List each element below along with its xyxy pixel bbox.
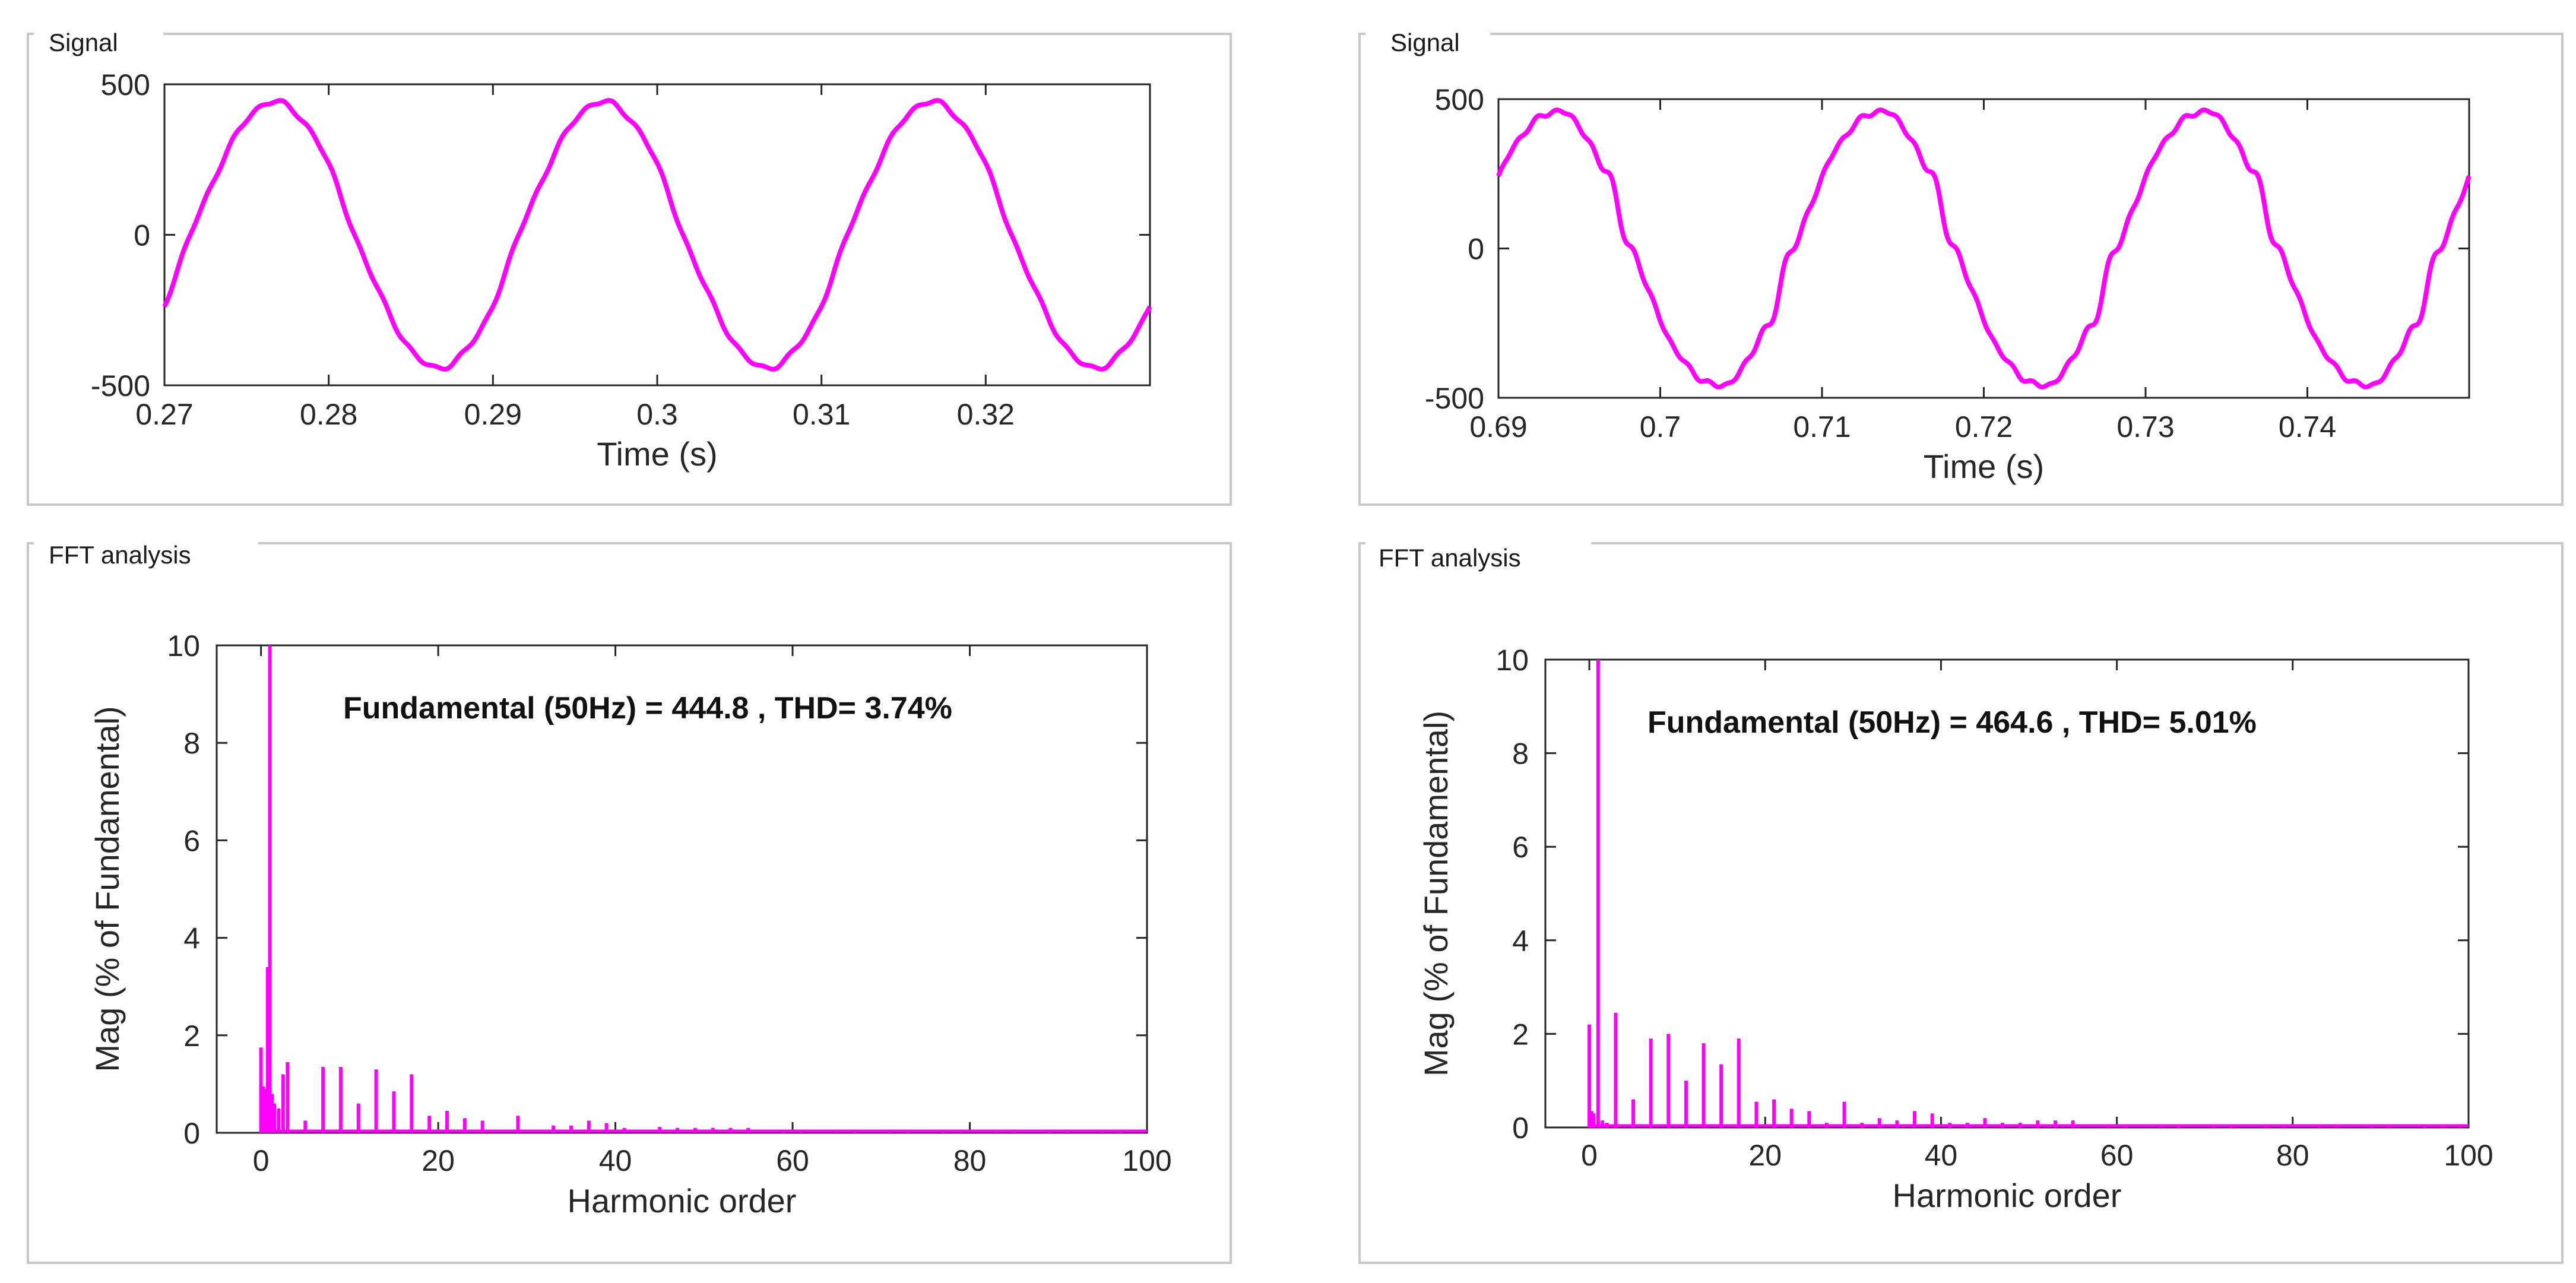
y-tick-label: 4 — [1512, 924, 1529, 958]
signal-trace — [162, 98, 1152, 372]
signal-trace — [1496, 107, 2472, 389]
y-tick-label: 8 — [1512, 737, 1529, 771]
y-tick-label: 10 — [1495, 644, 1529, 677]
panel-label: Signal — [49, 28, 118, 56]
y-tick-label: 0 — [183, 1117, 200, 1150]
fft-annotation: Fundamental (50Hz) = 444.8 , THD= 3.74% — [343, 691, 952, 726]
x-tick-label: 100 — [2444, 1139, 2493, 1172]
y-tick-label: -500 — [91, 369, 150, 403]
x-tick-label: 0.29 — [464, 398, 522, 431]
y-tick-label: 0 — [1468, 233, 1484, 266]
y-tick-label: 6 — [183, 824, 200, 857]
axes-box — [1544, 658, 2470, 1129]
x-tick-label: 80 — [2276, 1139, 2309, 1172]
x-tick-label: 0.27 — [135, 398, 193, 431]
x-tick-label: 0.31 — [793, 398, 850, 431]
x-tick-label: 0.32 — [957, 398, 1015, 431]
y-tick-label: 10 — [167, 629, 200, 663]
x-tick-label: 60 — [2100, 1139, 2134, 1172]
x-tick-label: 80 — [953, 1144, 987, 1177]
x-tick-label: 0.72 — [1955, 410, 2013, 443]
y-tick-label: 500 — [101, 68, 150, 102]
panel-frame — [27, 542, 1232, 1264]
panel-frame — [1358, 33, 2564, 506]
x-tick-label: 0.71 — [1793, 410, 1851, 443]
x-tick-label: 20 — [422, 1144, 455, 1177]
x-tick-label: 0 — [1581, 1139, 1598, 1172]
x-tick-label: 0 — [253, 1144, 270, 1177]
fft-annotation: Fundamental (50Hz) = 464.6 , THD= 5.01% — [1647, 705, 2257, 740]
x-tick-label: 0.73 — [2116, 410, 2174, 443]
y-tick-label: 2 — [1512, 1018, 1529, 1051]
x-tick-label: 0.28 — [300, 398, 357, 431]
y-tick-label: -500 — [1425, 382, 1484, 415]
panel-frame — [1358, 542, 2564, 1264]
x-tick-label: 40 — [599, 1144, 632, 1177]
x-tick-label: 0.7 — [1640, 410, 1681, 443]
y-tick-label: 500 — [1435, 83, 1484, 116]
y-axis-label: Mag (% of Fundamental) — [88, 706, 126, 1072]
y-tick-label: 4 — [183, 922, 200, 955]
panel-label: FFT analysis — [1379, 544, 1521, 572]
y-axis-label: Mag (% of Fundamental) — [1417, 711, 1455, 1076]
x-axis-label: Time (s) — [597, 435, 717, 473]
panel-frame — [27, 33, 1232, 506]
panel-label: Signal — [1390, 28, 1460, 56]
panel-label: FFT analysis — [49, 541, 191, 569]
x-tick-label: 60 — [776, 1144, 809, 1177]
x-tick-label: 100 — [1122, 1144, 1171, 1177]
y-tick-label: 0 — [134, 219, 150, 252]
y-tick-label: 2 — [183, 1019, 200, 1053]
axes-box — [216, 644, 1148, 1134]
y-tick-label: 0 — [1512, 1111, 1529, 1145]
x-axis-label: Harmonic order — [1893, 1177, 2122, 1214]
x-tick-label: 40 — [1925, 1139, 1958, 1172]
x-tick-label: 0.74 — [2279, 410, 2336, 443]
x-tick-label: 20 — [1748, 1139, 1782, 1172]
y-tick-label: 6 — [1512, 831, 1529, 864]
x-axis-label: Harmonic order — [568, 1182, 797, 1219]
axes-box — [1497, 98, 2470, 399]
x-axis-label: Time (s) — [1924, 448, 2044, 485]
y-tick-label: 8 — [183, 727, 200, 760]
x-tick-label: 0.3 — [636, 398, 678, 431]
x-tick-label: 0.69 — [1469, 410, 1527, 443]
